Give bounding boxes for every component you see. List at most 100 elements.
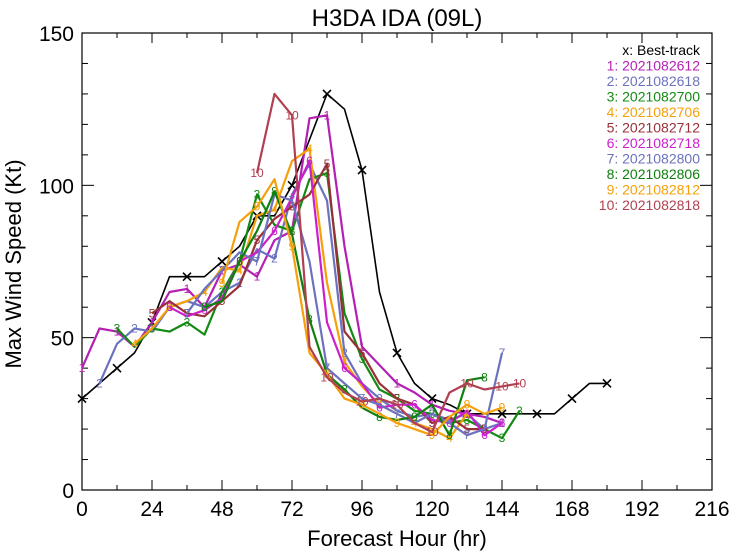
data-point-x [602, 378, 612, 388]
x-tick-label: 192 [624, 498, 659, 521]
data-point-marker: 3 [219, 285, 226, 299]
data-point-marker: 3 [289, 224, 296, 238]
x-tick-label: 72 [280, 498, 303, 521]
data-point-marker: 1 [254, 270, 261, 284]
data-point-marker: 4 [271, 203, 278, 217]
data-point-marker: 6 [306, 154, 313, 168]
data-point-x [392, 348, 402, 358]
data-point-marker: 10 [390, 398, 404, 412]
data-point-marker: 9 [394, 416, 401, 430]
data-point-marker: 10 [425, 425, 439, 439]
data-point-marker: 4 [236, 264, 243, 278]
data-point-marker: 8 [201, 300, 208, 314]
data-point-marker: 3 [464, 413, 471, 427]
x-axis-label: Forecast Hour (hr) [307, 526, 487, 551]
y-tick-label: 150 [39, 23, 74, 46]
data-point-marker: 4 [131, 337, 138, 351]
data-point-marker: 1 [79, 361, 86, 375]
legend-entry: 7: 2021082800 [607, 151, 701, 167]
data-point-marker: 6 [166, 300, 173, 314]
data-point-marker: 9 [429, 428, 436, 442]
data-point-x [532, 409, 542, 419]
data-point-marker: 7 [324, 361, 331, 375]
data-point-marker: 3 [184, 315, 191, 329]
data-point-marker: 1 [499, 416, 506, 430]
data-point-marker: 8 [271, 184, 278, 198]
data-point-marker: 2 [96, 376, 103, 390]
legend-entry: 5: 2021082712 [607, 120, 701, 136]
data-point-marker: 2 [341, 346, 348, 360]
x-tick-label: 144 [484, 498, 519, 521]
data-point-marker: 3 [499, 431, 506, 445]
data-point-marker: 4 [446, 431, 453, 445]
data-point-marker: 5 [324, 157, 331, 171]
series-2021082812: 9 9 9 9 9 9 9 9 9 [219, 178, 506, 442]
data-point-marker: 3 [114, 322, 121, 336]
data-point-marker: 8 [376, 410, 383, 424]
data-point-marker: 6 [499, 416, 506, 430]
data-point-marker: 1 [359, 340, 366, 354]
data-point-marker: 8 [446, 428, 453, 442]
legend-entry: 2: 2021082618 [607, 73, 701, 89]
x-tick-label: 168 [554, 498, 589, 521]
y-tick-label: 50 [51, 328, 74, 351]
data-point-marker: 5 [149, 306, 156, 320]
legend-entry: x: Best-track [622, 42, 701, 58]
data-point-marker: 2 [499, 416, 506, 430]
data-point-marker: 10 [355, 395, 369, 409]
data-point-marker: 7 [464, 428, 471, 442]
data-point-marker: 7 [289, 194, 296, 208]
data-point-marker: 9 [324, 367, 331, 381]
data-point-x [427, 394, 437, 404]
data-point-marker: 3 [359, 352, 366, 366]
data-point-marker: 9 [359, 398, 366, 412]
data-point-marker: 8 [411, 410, 418, 424]
data-point-marker: 7 [359, 392, 366, 406]
data-point-marker: 4 [464, 407, 471, 421]
series-2021082806: 8 8 8 8 8 8 8 8 8 [201, 184, 488, 442]
x-tick-label: 216 [694, 498, 729, 521]
data-point-marker: 6 [271, 224, 278, 238]
data-point-x [182, 272, 192, 282]
data-point-marker: 8 [236, 255, 243, 269]
data-point-marker: 9 [254, 200, 261, 214]
data-point-marker: 6 [411, 398, 418, 412]
series-line [220, 178, 503, 437]
series-line [255, 92, 520, 434]
data-point-marker: 6 [341, 361, 348, 375]
data-point-marker: 7 [254, 255, 261, 269]
x-tick-label: 96 [350, 498, 373, 521]
data-point-marker: 1 [149, 315, 156, 329]
data-point-marker: 9 [289, 239, 296, 253]
data-point-marker: 9 [499, 401, 506, 415]
data-point-marker: 10 [250, 166, 264, 180]
data-point-marker: 5 [254, 233, 261, 247]
data-point-marker: 10 [513, 376, 527, 390]
series-line [204, 190, 485, 437]
data-point-marker: 10 [285, 108, 299, 122]
data-point-marker: 9 [219, 276, 226, 290]
x-tick-label: 0 [76, 498, 88, 521]
series-line [151, 162, 485, 431]
data-point-marker: 5 [359, 346, 366, 360]
series-line [186, 193, 504, 437]
data-point-x [497, 409, 507, 419]
data-point-marker: 4 [201, 285, 208, 299]
data-point-x [112, 363, 122, 373]
data-point-marker: 1 [394, 376, 401, 390]
data-point-x [567, 394, 577, 404]
data-point-marker: 7 [394, 407, 401, 421]
legend-entry: 6: 2021082718 [607, 135, 701, 151]
x-tick-label: 24 [140, 498, 164, 521]
data-point-marker: 7 [499, 346, 506, 360]
data-point-marker: 1 [184, 282, 191, 296]
data-point-x [77, 394, 87, 404]
y-tick-label: 0 [62, 480, 74, 503]
x-tick-label: 120 [414, 498, 449, 521]
data-point-marker: 4 [306, 142, 313, 156]
